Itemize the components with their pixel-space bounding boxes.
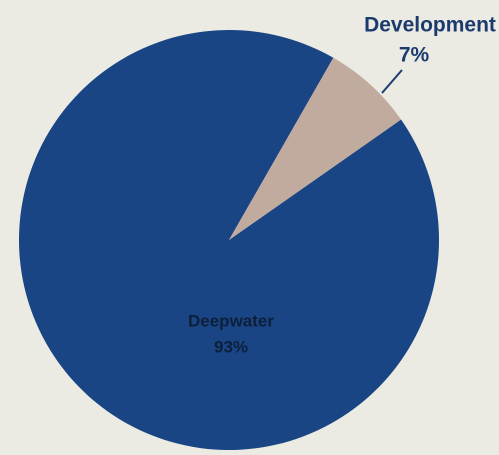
slice-value-label: 93%	[214, 337, 248, 356]
leader-line	[381, 69, 403, 94]
slice-label: Development	[364, 14, 496, 37]
slice-label: Deepwater	[188, 311, 274, 330]
pie-slice	[18, 30, 439, 450]
pie	[18, 30, 439, 450]
pie-slice	[229, 57, 402, 240]
slice-value-label: 7%	[399, 44, 430, 67]
